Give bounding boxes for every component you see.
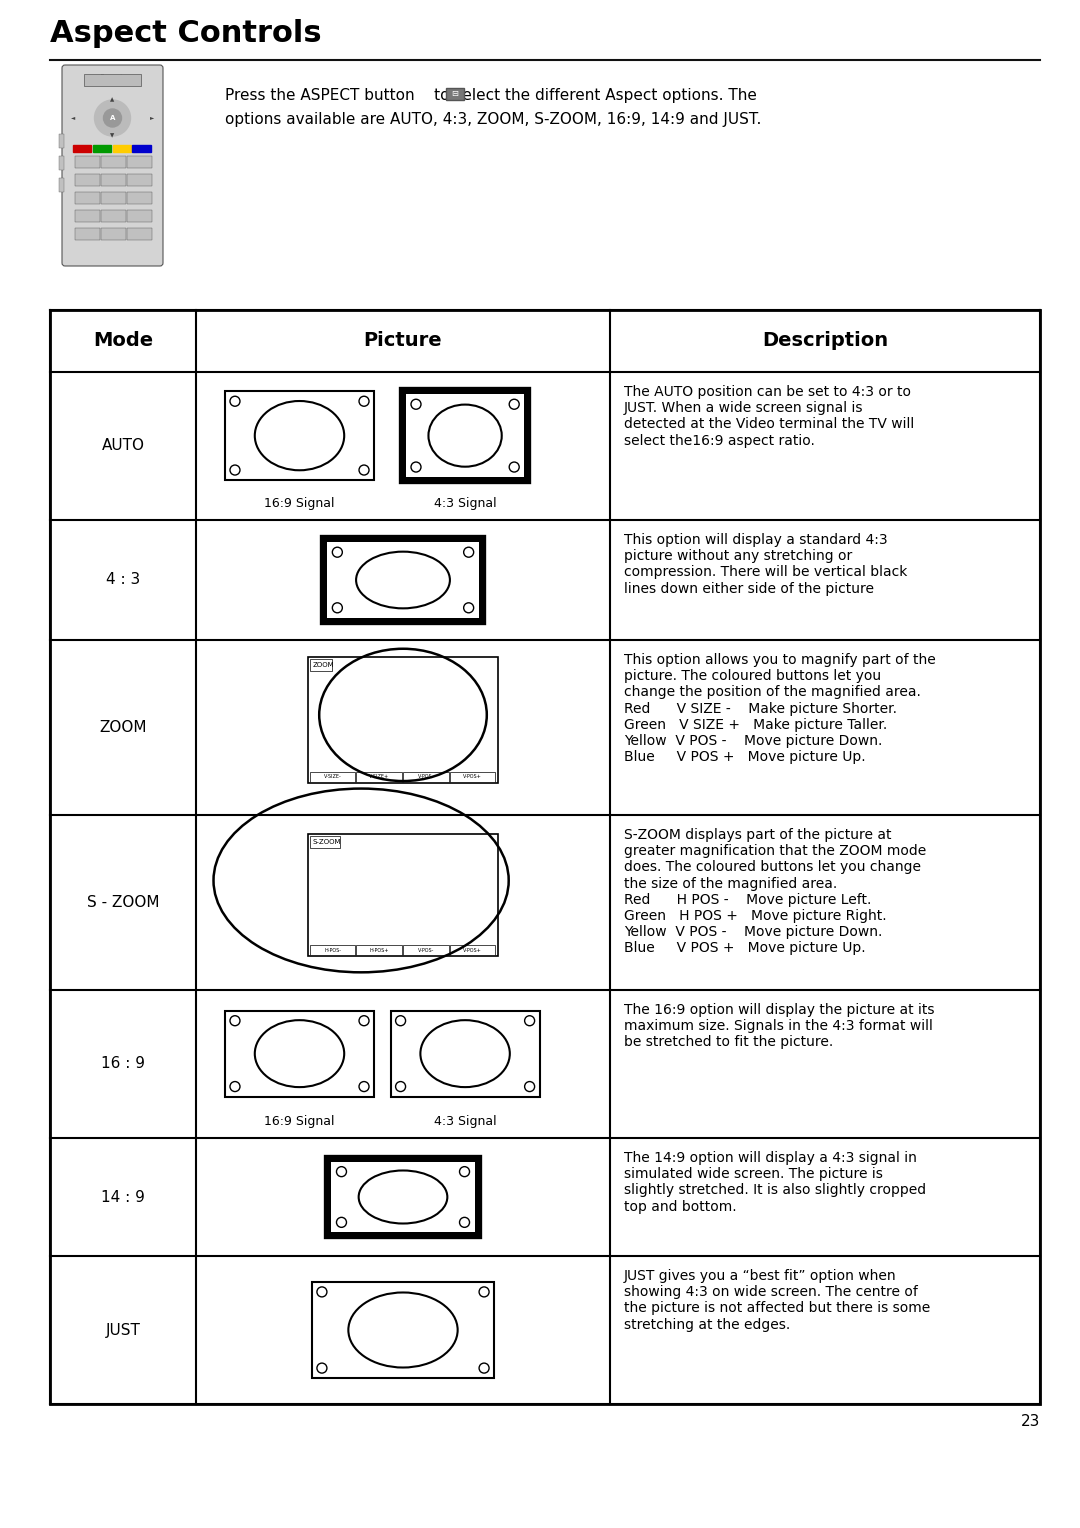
FancyBboxPatch shape <box>62 66 163 266</box>
Text: ZOOM: ZOOM <box>313 662 335 668</box>
Bar <box>75 209 100 222</box>
Text: The AUTO position can be set to 4:3 or to
JUST. When a wide screen signal is
det: The AUTO position can be set to 4:3 or t… <box>624 385 915 448</box>
Text: 23: 23 <box>1021 1415 1040 1430</box>
Bar <box>102 193 126 205</box>
Bar <box>328 1158 477 1235</box>
Bar <box>310 659 332 671</box>
Text: 4:3 Signal: 4:3 Signal <box>434 498 497 510</box>
Bar <box>225 391 374 480</box>
Text: ◄: ◄ <box>71 116 76 121</box>
Bar <box>112 145 131 151</box>
Bar <box>59 156 64 170</box>
Text: 14 : 9: 14 : 9 <box>102 1189 145 1204</box>
Bar <box>59 134 64 148</box>
Bar <box>127 174 152 186</box>
Text: 4 : 3: 4 : 3 <box>106 573 140 587</box>
Text: The 14:9 option will display a 4:3 signal in
simulated wide screen. The picture : The 14:9 option will display a 4:3 signa… <box>624 1151 927 1213</box>
Text: V-POS-: V-POS- <box>418 947 434 953</box>
Bar <box>127 193 152 205</box>
Bar <box>102 156 126 168</box>
Text: JUST gives you a “best fit” option when
showing 4:3 on wide screen. The centre o: JUST gives you a “best fit” option when … <box>624 1268 930 1331</box>
Text: V-POS+: V-POS+ <box>463 775 482 779</box>
Text: A: A <box>110 115 116 121</box>
Text: Panasonic: Panasonic <box>100 73 124 78</box>
Bar <box>403 391 527 480</box>
Text: Description: Description <box>761 332 888 350</box>
Bar <box>127 209 152 222</box>
Bar <box>391 1010 540 1097</box>
Text: V-POS+: V-POS+ <box>463 947 482 953</box>
Bar <box>403 946 448 955</box>
Bar <box>102 174 126 186</box>
Bar <box>310 836 340 848</box>
Bar <box>102 209 126 222</box>
Text: S-ZOOM displays part of the picture at
greater magnification that the ZOOM mode
: S-ZOOM displays part of the picture at g… <box>624 828 927 955</box>
Bar <box>50 310 1040 1404</box>
Text: This option will display a standard 4:3
picture without any stretching or
compre: This option will display a standard 4:3 … <box>624 533 907 596</box>
Bar <box>73 145 91 151</box>
Text: S - ZOOM: S - ZOOM <box>86 895 159 911</box>
Bar <box>327 542 478 617</box>
Bar <box>356 946 402 955</box>
Bar <box>127 156 152 168</box>
Bar <box>84 73 141 86</box>
Bar <box>59 177 64 193</box>
Text: ▲: ▲ <box>110 98 114 102</box>
Bar <box>132 145 150 151</box>
Text: Mode: Mode <box>93 332 153 350</box>
Text: ▼: ▼ <box>110 133 114 139</box>
Bar <box>75 174 100 186</box>
Text: H-POS-: H-POS- <box>324 947 341 953</box>
Text: options available are AUTO, 4:3, ZOOM, S-ZOOM, 16:9, 14:9 and JUST.: options available are AUTO, 4:3, ZOOM, S… <box>225 112 761 127</box>
Text: Picture: Picture <box>364 332 443 350</box>
Bar <box>310 772 355 782</box>
Text: V-SIZE+: V-SIZE+ <box>369 775 389 779</box>
Bar <box>446 89 464 99</box>
Bar <box>102 228 126 240</box>
Bar <box>449 772 496 782</box>
Text: V-POS-: V-POS- <box>418 775 434 779</box>
Bar <box>127 228 152 240</box>
Text: ►: ► <box>150 116 154 121</box>
Bar <box>310 946 355 955</box>
Bar <box>403 772 448 782</box>
Bar <box>75 156 100 168</box>
Bar <box>312 1282 494 1378</box>
Text: 16:9 Signal: 16:9 Signal <box>265 1115 335 1129</box>
Text: 16 : 9: 16 : 9 <box>102 1056 145 1071</box>
Text: V-SIZE-: V-SIZE- <box>324 775 341 779</box>
Bar <box>75 193 100 205</box>
Bar <box>75 228 100 240</box>
Text: H-POS+: H-POS+ <box>369 947 389 953</box>
Bar <box>93 145 111 151</box>
Text: 4:3 Signal: 4:3 Signal <box>434 1115 497 1129</box>
Text: Press the ASPECT button    to select the different Aspect options. The: Press the ASPECT button to select the di… <box>225 89 757 102</box>
Text: AUTO: AUTO <box>102 439 145 454</box>
Bar <box>449 946 496 955</box>
Bar <box>332 1161 474 1233</box>
Text: ZOOM: ZOOM <box>99 720 147 735</box>
Bar <box>324 539 482 620</box>
Text: S-ZOOM: S-ZOOM <box>313 839 341 845</box>
Bar <box>308 657 498 782</box>
Text: ⊟: ⊟ <box>451 90 459 98</box>
Text: The 16:9 option will display the picture at its
maximum size. Signals in the 4:3: The 16:9 option will display the picture… <box>624 1002 934 1050</box>
Bar <box>356 772 402 782</box>
Text: This option allows you to magnify part of the
picture. The coloured buttons let : This option allows you to magnify part o… <box>624 652 935 764</box>
Text: JUST: JUST <box>106 1323 140 1337</box>
Circle shape <box>95 99 131 136</box>
Bar <box>225 1010 374 1097</box>
Bar <box>308 834 498 957</box>
Bar <box>406 394 524 477</box>
Text: 16:9 Signal: 16:9 Signal <box>265 498 335 510</box>
Text: Aspect Controls: Aspect Controls <box>50 18 322 47</box>
Circle shape <box>104 108 121 127</box>
